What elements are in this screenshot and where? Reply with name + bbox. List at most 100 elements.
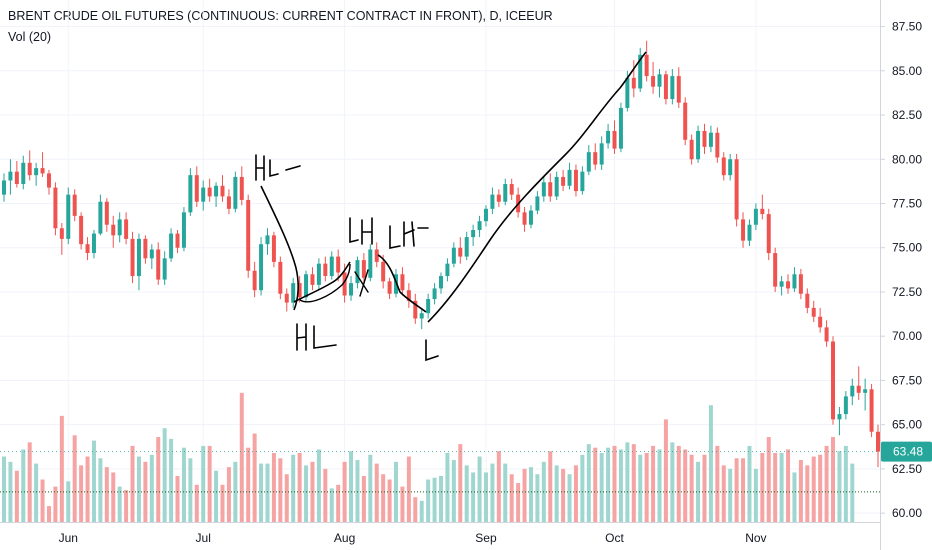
candle-body [856, 385, 861, 393]
candle-body [631, 77, 636, 89]
last-price-badge: 63.48 [0, 441, 932, 462]
candle-body [747, 224, 752, 241]
volume-bar [381, 474, 386, 522]
candle-body [413, 300, 418, 319]
volume-bar [259, 463, 264, 522]
price-candles [2, 40, 880, 468]
chart-title: BRENT CRUDE OIL FUTURES (CONTINUOUS: CUR… [8, 9, 553, 23]
candle-body [374, 249, 379, 262]
volume-bar [85, 456, 90, 522]
volume-bar [246, 447, 251, 522]
candle-body [175, 233, 180, 248]
candle-body [323, 263, 328, 277]
volume-bar [599, 452, 604, 522]
candle-body [869, 389, 874, 432]
candle-body [715, 132, 720, 158]
candle-body [117, 219, 122, 236]
volume-bar [651, 445, 656, 522]
candle-body [259, 244, 264, 291]
candle-body [708, 132, 713, 147]
volume-bar [477, 456, 482, 522]
candle-body [850, 385, 855, 397]
volume-bar [14, 470, 19, 522]
volume-bar [773, 452, 778, 522]
candle-body [451, 247, 456, 264]
volume-bar [349, 451, 354, 522]
candle-body [721, 157, 726, 176]
candle-body [297, 283, 302, 298]
volume-bar [606, 447, 611, 522]
volume-bar [406, 456, 411, 522]
candle-body [124, 219, 129, 239]
price-tick-label: 82.50 [892, 108, 922, 122]
volume-bar [805, 465, 810, 522]
candle-body [702, 130, 707, 147]
volume-bar [419, 500, 424, 522]
price-badge-bg [881, 441, 932, 462]
candle-body [34, 168, 39, 176]
candle-body [439, 276, 443, 289]
volume-bar [445, 452, 450, 522]
volume-bar [509, 474, 514, 522]
candle-body [46, 173, 51, 188]
candle-body [278, 261, 283, 294]
volume-bar [586, 444, 591, 522]
candle-body [805, 293, 810, 308]
volume-bar [561, 468, 566, 522]
volume-bar [117, 486, 122, 522]
volume-bar [567, 474, 572, 522]
volume-bar [156, 437, 161, 522]
candle-body [336, 256, 341, 273]
price-tick-label: 67.50 [892, 373, 922, 387]
volume-bar [143, 461, 148, 522]
volume-bar [625, 442, 630, 522]
candle-body [824, 327, 829, 342]
volume-bar [181, 447, 186, 522]
volume-bar [21, 449, 26, 522]
volume-bar [91, 440, 96, 522]
volume-bar [2, 456, 6, 522]
candle-body [291, 283, 296, 303]
candle-body [683, 102, 688, 140]
volume-bar [239, 392, 244, 522]
price-tick-label: 77.50 [892, 196, 922, 210]
volume-bar [554, 465, 559, 522]
volume-bar [760, 452, 765, 522]
candle-body [246, 199, 251, 271]
candle-body [98, 201, 103, 234]
candle-body [445, 263, 450, 277]
candle-body [573, 169, 578, 192]
price-tick-label: 60.00 [892, 506, 922, 520]
price-tick-label: 85.00 [892, 64, 922, 78]
candle-body [734, 159, 739, 220]
volume-bar [72, 435, 77, 522]
volume-bar [464, 465, 469, 522]
candle-body [400, 274, 405, 291]
candle-body [792, 274, 797, 289]
volume-bar [46, 506, 51, 522]
volume-bar [342, 461, 347, 522]
volume-bar [451, 460, 456, 522]
volume-bar [747, 445, 752, 522]
volume-bar [792, 472, 797, 522]
candle-body [162, 258, 167, 280]
candle-body [214, 185, 219, 197]
candle-body [342, 272, 347, 296]
candle-body [239, 176, 244, 200]
volume-indicator-label[interactable]: Vol (20) [8, 30, 52, 44]
volume-bar [593, 447, 598, 522]
volume-bar [670, 442, 675, 522]
volume-bar [374, 463, 379, 522]
volume-bar [779, 452, 784, 522]
candle-body [59, 228, 64, 239]
volume-bar [400, 486, 405, 522]
volume-bar [439, 475, 443, 522]
volume-bar [162, 428, 167, 522]
price-tick-label: 65.00 [892, 418, 922, 432]
volume-bar [503, 463, 508, 522]
volume-bar [387, 479, 392, 522]
candle-body [496, 194, 501, 202]
volume-bar [265, 463, 270, 522]
candle-body [561, 176, 566, 186]
